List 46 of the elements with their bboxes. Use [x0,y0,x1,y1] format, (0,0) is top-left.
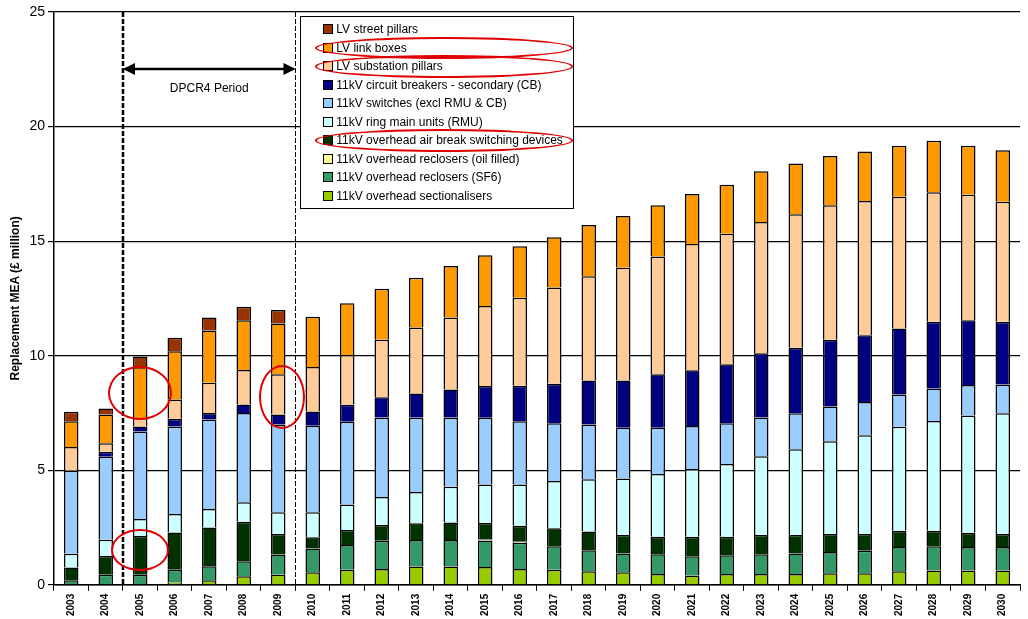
x-tick-label: 2021 [685,593,697,616]
x-tick-label: 2009 [271,593,283,616]
x-tick-label: 2020 [651,593,663,616]
x-tick-label: 2011 [340,593,352,616]
legend-label: LV link boxes [336,40,407,55]
x-tick-label: 2012 [375,593,387,616]
legend-label: 11kV switches (excl RMU & CB) [336,96,507,110]
x-tick-label: 2007 [202,593,214,616]
x-tick-label: 2025 [823,593,835,616]
y-tick-label: 0 [37,575,46,592]
x-tick-label: 2013 [409,593,421,616]
x-tick-label: 2029 [962,593,973,616]
y-axis-title: Replacement MEA (£ million) [7,216,22,381]
x-tick-label: 2026 [858,593,870,616]
x-tick-label: 2024 [789,593,801,616]
y-tick-label: 10 [29,346,46,363]
x-tick-label: 2028 [927,593,939,616]
legend-label: 11kV overhead air break switching devices [336,133,563,147]
x-tick-label: 2022 [720,593,732,616]
x-tick-label: 2019 [616,593,628,616]
x-tick-label: 2010 [306,593,318,616]
legend-label: 11kV overhead sectionalisers [336,188,493,203]
x-tick-label: 2023 [754,593,766,616]
x-tick-label: 2003 [64,593,76,616]
x-tick-label: 2017 [547,593,559,616]
legend-label: LV substation pillars [336,59,443,73]
y-tick-label: 5 [37,461,46,478]
x-tick-label: 2008 [237,593,249,616]
y-tick-label: 20 [29,117,46,134]
legend-label: 11kV overhead reclosers (oil filled) [336,151,520,166]
y-tick-label: 25 [29,2,46,19]
x-tick-label: 2005 [133,593,145,616]
x-tick-label: 2014 [444,593,456,616]
legend-label: 11kV ring main units (RMU) [336,114,483,129]
legend-label: 11kV circuit breakers - secondary (CB) [336,77,542,92]
legend-label: 11kV overhead reclosers (SF6) [336,170,502,184]
x-tick-label: 2006 [168,593,180,616]
y-tick-label: 15 [29,231,46,248]
x-tick-label: 2018 [582,593,594,616]
x-tick-label: 2016 [513,593,525,616]
x-tick-label: 2004 [99,593,111,616]
annotation: DPCR4 Period [169,81,249,96]
x-tick-label: 2015 [478,593,490,616]
x-tick-label: 2027 [893,593,904,616]
legend-label: LV street pillars [336,22,419,36]
x-tick-label: 2030 [996,593,1008,616]
